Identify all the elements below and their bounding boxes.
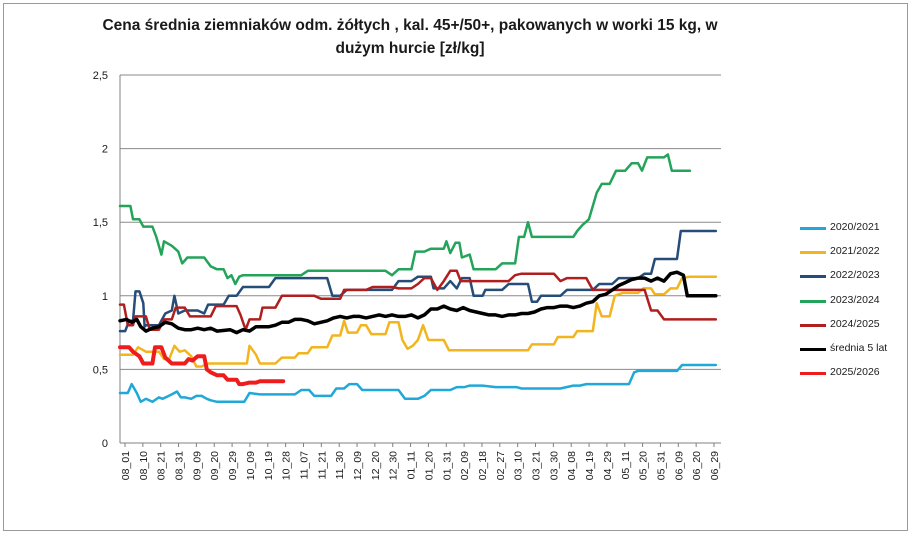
series-line <box>118 345 286 387</box>
x-tick-label: 05_20 <box>638 451 650 480</box>
gridlines <box>119 74 721 444</box>
y-axis-ticks: 0 0,5 1 1,5 2 2,5 <box>93 70 108 450</box>
legend-swatch <box>800 348 826 351</box>
x-tick-label: 12_20 <box>370 451 382 480</box>
x-tick-label: 06_20 <box>691 451 703 480</box>
legend-swatch <box>800 300 826 303</box>
chart-title: Cena średnia ziemniaków odm. żółtych , k… <box>102 17 718 57</box>
x-tick-label: 02_27 <box>495 451 507 480</box>
y-tick-label: 1,5 <box>93 217 108 229</box>
x-tick-label: 09_20 <box>209 451 221 480</box>
x-tick-label: 09_09 <box>191 451 203 480</box>
x-tick-label: 03_30 <box>548 451 560 480</box>
x-tick-label: 11_07 <box>298 451 310 480</box>
legend-label: 2020/2021 <box>830 221 880 233</box>
y-tick-label: 1 <box>102 291 108 303</box>
x-tick-label: 04_08 <box>566 451 578 480</box>
x-tick-label: 01_31 <box>441 451 453 480</box>
legend-swatch <box>800 227 826 230</box>
x-axis-ticks: 08_01 08_10 08_21 08_31 09_09 09_20 09_29 10_09… <box>120 443 721 480</box>
x-tick-label: 01_11 <box>406 451 418 480</box>
legend-swatch <box>800 324 826 327</box>
y-tick-label: 2,5 <box>93 70 108 82</box>
x-tick-label: 03_10 <box>513 451 525 480</box>
x-tick-label: 05_11 <box>620 451 632 480</box>
x-tick-label: 10_09 <box>245 451 257 480</box>
series-line <box>118 363 718 404</box>
y-tick-label: 2 <box>102 144 108 156</box>
series-line <box>118 153 692 286</box>
series-line <box>118 275 718 368</box>
series-lines <box>118 153 718 404</box>
series-line <box>118 270 718 335</box>
x-tick-label: 08_31 <box>174 451 186 480</box>
x-tick-label: 08_10 <box>138 451 150 480</box>
legend-label: średnia 5 lat <box>830 342 888 354</box>
x-tick-label: 02_09 <box>459 451 471 480</box>
series-line <box>118 229 718 333</box>
x-tick-label: 10_19 <box>263 451 275 480</box>
x-tick-label: 10_28 <box>281 451 293 480</box>
x-tick-label: 01_20 <box>423 451 435 480</box>
y-tick-label: 0 <box>102 438 108 450</box>
x-tick-label: 08_21 <box>156 451 168 480</box>
legend-swatch <box>800 251 826 254</box>
x-tick-label: 09_29 <box>227 451 239 480</box>
x-tick-label: 04_29 <box>602 451 614 480</box>
series-line <box>118 269 718 331</box>
x-tick-label: 05_31 <box>655 451 667 480</box>
legend-label: 2021/2022 <box>830 245 880 257</box>
x-tick-label: 06_29 <box>709 451 721 480</box>
y-tick-label: 0,5 <box>93 364 108 376</box>
legend-label: 2022/2023 <box>830 269 880 281</box>
x-tick-label: 08_01 <box>120 451 132 480</box>
legend-swatch <box>800 372 826 375</box>
x-tick-label: 11_21 <box>316 451 328 480</box>
legend-swatch <box>800 275 826 278</box>
x-tick-label: 04_19 <box>584 451 596 480</box>
x-tick-label: 03_21 <box>531 451 543 480</box>
legend-label: 2025/2026 <box>830 366 880 378</box>
x-tick-label: 06_09 <box>673 451 685 480</box>
legend-label: 2023/2024 <box>830 294 880 306</box>
legend-label: 2024/2025 <box>830 318 880 330</box>
x-tick-label: 11_30 <box>334 451 346 480</box>
x-tick-label: 12_30 <box>388 451 400 480</box>
x-tick-label: 02_18 <box>477 451 489 480</box>
x-tick-label: 12_09 <box>352 451 364 480</box>
